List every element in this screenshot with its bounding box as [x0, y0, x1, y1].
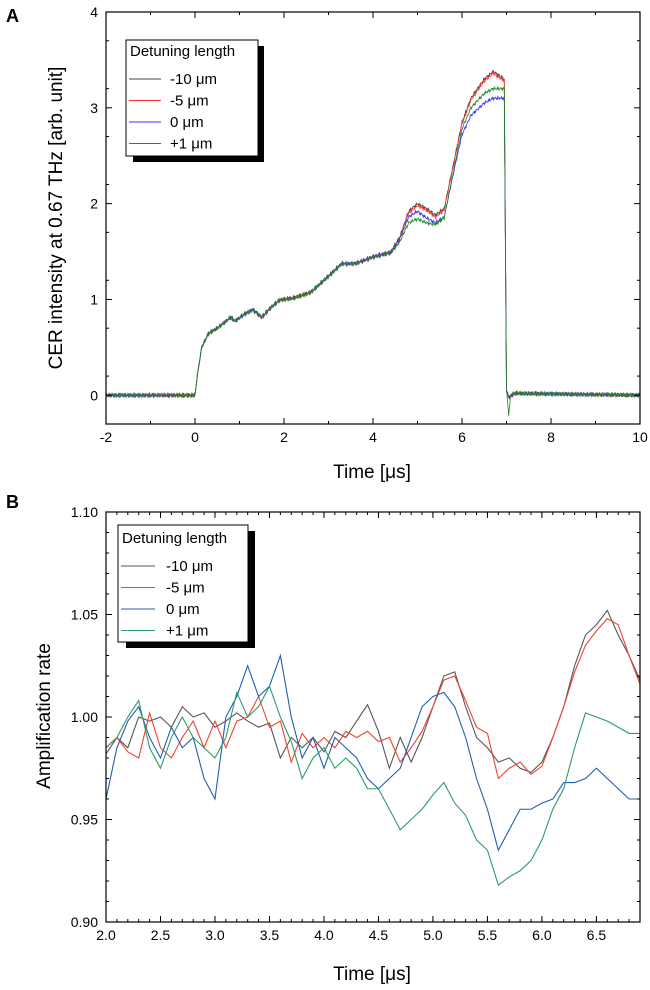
a-series-3-line — [106, 85, 640, 417]
a-x-tick-label-3: 4 — [369, 429, 377, 445]
a-legend-label-3: +1 μm — [170, 136, 212, 153]
b-legend-label-1: -5 μm — [166, 580, 205, 597]
a-x-tick-label-5: 8 — [547, 429, 555, 445]
a-legend-label-0: -10 μm — [170, 71, 217, 88]
panel-a-legend-box — [125, 39, 259, 157]
b-series-1-line — [106, 617, 640, 780]
b-x-tick-label-6: 5.0 — [423, 927, 443, 943]
a-series-group — [106, 69, 640, 417]
panel-b-legend-box — [117, 524, 249, 643]
panel-a-legend: Detuning length -10 μm -5 μm 0 μm +1 μm — [125, 39, 264, 162]
panel-a-y-axis-label: CER intensity at 0.67 THz [arb. unit] — [46, 67, 67, 370]
panel-a-plot-area: -2 0 2 4 6 8 10 0 1 2 3 4 — [90, 4, 648, 445]
b-x-tick-label-3: 3.5 — [260, 927, 280, 943]
b-y-tick-label-0: 0.90 — [71, 914, 98, 930]
b-x-tick-label-9: 6.5 — [587, 927, 607, 943]
panel-a: A Time [μs] CER intensity at 0.67 THz [a… — [6, 4, 648, 483]
a-x-tick-label-6: 10 — [632, 429, 648, 445]
a-legend-label-1: -5 μm — [170, 93, 209, 110]
panel-b-label: B — [6, 492, 19, 512]
panel-b-legend: Detuning length -10 μm -5 μm 0 μm +1 μm — [117, 524, 255, 648]
a-x-tick-label-1: 0 — [191, 429, 199, 445]
a-y-tick-label-0: 0 — [90, 387, 98, 403]
a-y-tick-label-2: 2 — [90, 196, 98, 212]
b-legend-label-0: -10 μm — [166, 558, 213, 575]
a-legend-label-2: 0 μm — [170, 114, 204, 131]
b-x-tick-label-8: 6.0 — [532, 927, 552, 943]
b-y-tick-label-1: 0.95 — [71, 812, 98, 828]
panel-b-legend-title: Detuning length — [122, 530, 227, 547]
a-x-tick-label-4: 6 — [458, 429, 466, 445]
a-x-tick-label-0: -2 — [100, 429, 113, 445]
b-x-tick-label-1: 2.5 — [151, 927, 171, 943]
b-x-tick-label-7: 5.5 — [478, 927, 498, 943]
panel-a-legend-title: Detuning length — [130, 43, 235, 60]
b-legend-label-3: +1 μm — [166, 623, 208, 640]
panel-b-x-axis-label: Time [μs] — [333, 964, 411, 985]
b-x-tick-label-2: 3.0 — [205, 927, 225, 943]
b-x-tick-label-4: 4.0 — [314, 927, 334, 943]
b-legend-label-2: 0 μm — [166, 601, 200, 618]
b-y-tick-label-4: 1.10 — [71, 504, 98, 520]
panel-a-x-axis-label: Time [μs] — [333, 462, 411, 483]
b-x-tick-label-0: 2.0 — [96, 927, 116, 943]
b-y-tick-label-3: 1.05 — [71, 607, 98, 623]
panel-b: B Time [μs] Amplification rate 2.0 2.5 3.0… — [6, 492, 641, 985]
b-series-3-line — [106, 684, 640, 887]
panel-b-plot-area: 2.0 2.5 3.0 3.5 4.0 4.5 5.0 5.5 6.0 6.5 0.90 0.95 1.… — [71, 504, 641, 943]
a-y-tick-label-4: 4 — [90, 4, 98, 20]
a-x-tick-label-2: 2 — [280, 429, 288, 445]
b-y-tick-label-2: 1.00 — [71, 709, 98, 725]
b-series-2-line — [106, 653, 640, 852]
b-series-group — [106, 609, 640, 887]
b-x-tick-label-5: 4.5 — [369, 927, 389, 943]
a-y-tick-label-3: 3 — [90, 100, 98, 116]
panel-a-label: A — [6, 6, 19, 26]
panel-b-y-axis-label: Amplification rate — [34, 643, 55, 789]
a-y-tick-label-1: 1 — [90, 291, 98, 307]
